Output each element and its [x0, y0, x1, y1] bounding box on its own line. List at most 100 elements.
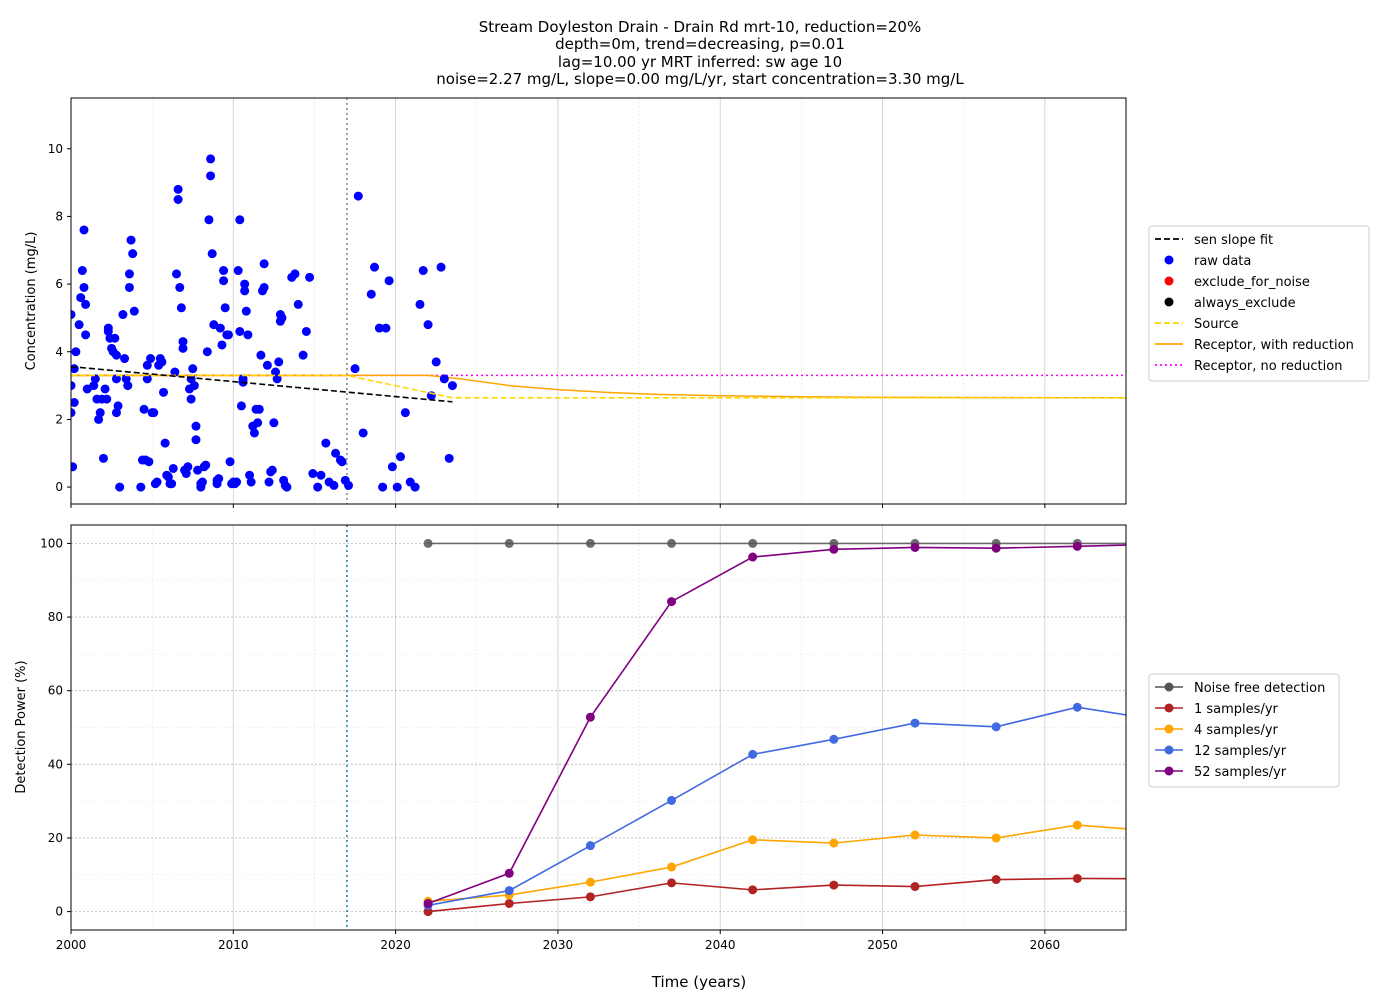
legend-marker-exclude-for-noise	[1164, 276, 1174, 286]
series-point-52-samples-yr	[991, 543, 1001, 553]
raw-data-point	[120, 354, 130, 364]
series-point-52-samples-yr	[585, 712, 595, 722]
raw-data-point	[350, 364, 360, 374]
legend-marker-always-exclude	[1164, 297, 1174, 307]
raw-data-point	[410, 482, 420, 492]
legend-entry-sen-slope-fit: sen slope fit	[1155, 233, 1273, 248]
legend-entry-4-samples-yr: 4 samples/yr	[1155, 723, 1279, 738]
detection-legend: Noise free detection 1 samples/yr 4 sample…	[1148, 673, 1340, 788]
raw-data-point	[159, 387, 169, 397]
raw-data-point	[124, 269, 134, 279]
raw-data-point	[282, 482, 292, 492]
raw-data-point	[262, 360, 272, 370]
raw-data-point	[76, 293, 86, 303]
raw-data-point	[118, 310, 128, 320]
series-point-12-samples-yr	[504, 886, 514, 896]
detection-plot	[346, 525, 1163, 930]
detection-ytick-label-100: 100	[40, 536, 63, 550]
raw-data-point	[71, 462, 78, 472]
raw-data-point	[188, 364, 198, 374]
raw-data-point	[235, 326, 245, 336]
raw-data-point	[444, 453, 454, 463]
series-point-1-samples-yr	[991, 875, 1001, 885]
raw-data-point	[123, 381, 133, 391]
raw-data-point	[207, 249, 217, 259]
raw-data-point	[121, 374, 131, 384]
raw-data-point	[146, 354, 156, 364]
raw-data-point	[128, 249, 138, 259]
raw-data-point	[423, 320, 433, 330]
raw-data-point	[344, 480, 354, 490]
legend-box	[1148, 673, 1340, 788]
legend-label-receptor-no-reduction: Receptor, no reduction	[1194, 359, 1342, 374]
detection-xtick-label-2050: 2050	[867, 938, 898, 952]
raw-data-point	[71, 408, 76, 418]
raw-data-point	[225, 457, 235, 467]
legend-label-source: Source	[1194, 317, 1239, 332]
detection-frame	[70, 524, 1127, 931]
raw-data-point	[81, 330, 91, 340]
raw-data-point	[178, 343, 188, 353]
detection-ytick-label-0: 0	[55, 905, 63, 919]
raw-data-point	[111, 408, 121, 418]
concentration-plot-area	[71, 98, 1126, 504]
legend-entry-source: Source	[1155, 317, 1239, 332]
legend-entry-noise-free-detection: Noise free detection	[1155, 681, 1325, 696]
legend-marker-52-samples-yr	[1164, 766, 1174, 776]
raw-data-point	[301, 326, 311, 336]
raw-data-point	[144, 457, 154, 467]
series-point-52-samples-yr	[423, 898, 433, 908]
raw-data-point	[206, 171, 216, 181]
raw-data-point	[100, 384, 110, 394]
raw-data-point	[170, 367, 180, 377]
raw-data-point	[175, 282, 185, 292]
raw-data-point	[232, 477, 242, 487]
legend-entry-receptor-with-reduction: Receptor, with reduction	[1155, 338, 1354, 353]
raw-data-point	[81, 299, 91, 309]
concentration-grid	[151, 98, 1046, 504]
series-point-12-samples-yr	[829, 734, 839, 744]
legend-label-raw-data: raw data	[1194, 254, 1251, 269]
series-point-1-samples-yr	[1072, 873, 1082, 883]
series-point-4-samples-yr	[585, 877, 595, 887]
raw-data-point	[160, 438, 170, 448]
series-point-1-samples-yr	[1154, 874, 1163, 883]
legend-marker-raw-data	[1164, 255, 1174, 265]
raw-data-point	[90, 374, 100, 384]
series-point-noise-free-detection	[748, 538, 758, 548]
concentration-frame	[70, 97, 1127, 505]
detection-grid	[71, 525, 1126, 930]
raw-data-point	[274, 357, 284, 367]
raw-data-point	[77, 266, 87, 276]
raw-data-point	[152, 477, 162, 487]
raw-data-point	[418, 266, 428, 276]
series-point-1-samples-yr	[504, 898, 514, 908]
detection-xtick-label-2040: 2040	[705, 938, 736, 952]
detection-plot-area	[71, 525, 1126, 930]
legend-entry-receptor-no-reduction: Receptor, no reduction	[1155, 359, 1342, 374]
raw-data-point	[102, 394, 112, 404]
series-point-noise-free-detection	[1154, 539, 1163, 548]
raw-data-point	[387, 462, 397, 472]
detection-ytick-label-80: 80	[48, 610, 63, 624]
raw-data-point	[217, 340, 227, 350]
raw-data-point	[163, 472, 173, 482]
series-point-52-samples-yr	[667, 597, 677, 607]
raw-data-point	[220, 303, 230, 313]
concentration-legend: sen slope fit raw data exclude_for_noiseal…	[1148, 225, 1370, 382]
raw-data-point	[204, 215, 214, 225]
raw-data-point	[111, 350, 121, 360]
raw-data-point	[206, 154, 216, 164]
raw-data-point	[191, 421, 201, 431]
concentration-ytick-label-0: 0	[55, 480, 63, 494]
series-point-noise-free-detection	[667, 538, 677, 548]
series-point-12-samples-yr	[667, 795, 677, 805]
raw-data-point	[321, 438, 331, 448]
concentration-ytick-label-6: 6	[55, 277, 63, 291]
raw-data-point	[202, 347, 212, 357]
title-line-4: noise=2.27 mg/L, slope=0.00 mg/L/yr, sta…	[436, 70, 964, 88]
x-axis-label: Time (years)	[651, 973, 746, 991]
concentration-ytick-label-4: 4	[55, 345, 63, 359]
raw-data-point	[395, 452, 405, 462]
raw-data-point	[71, 398, 79, 407]
